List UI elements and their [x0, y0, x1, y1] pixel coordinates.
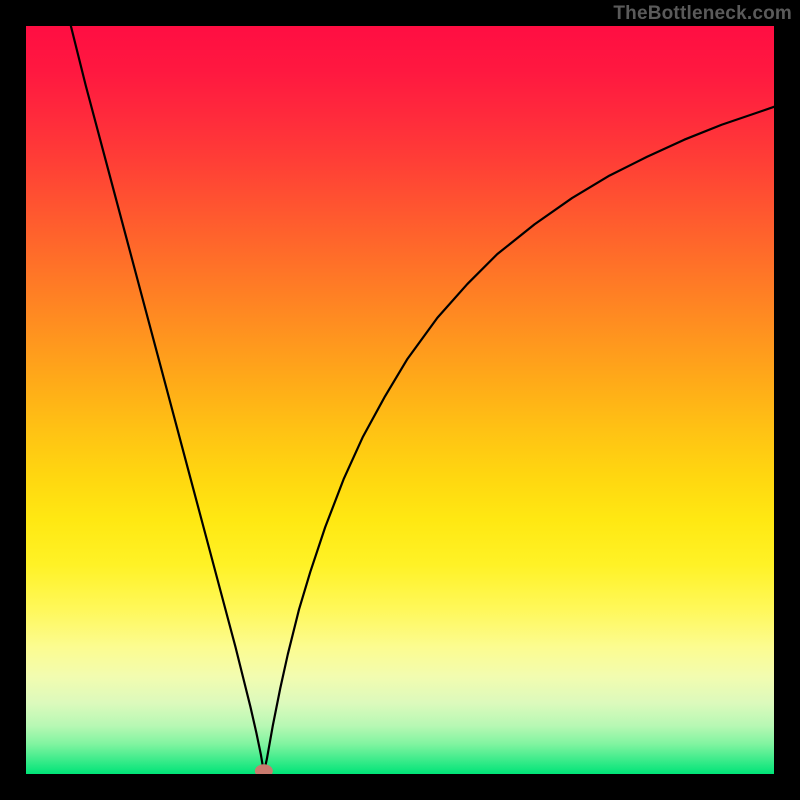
- gradient-background: [26, 26, 774, 774]
- watermark-text: TheBottleneck.com: [613, 3, 792, 25]
- chart-frame: TheBottleneck.com: [0, 0, 800, 800]
- plot-area: [26, 26, 774, 774]
- chart-svg: [26, 26, 774, 774]
